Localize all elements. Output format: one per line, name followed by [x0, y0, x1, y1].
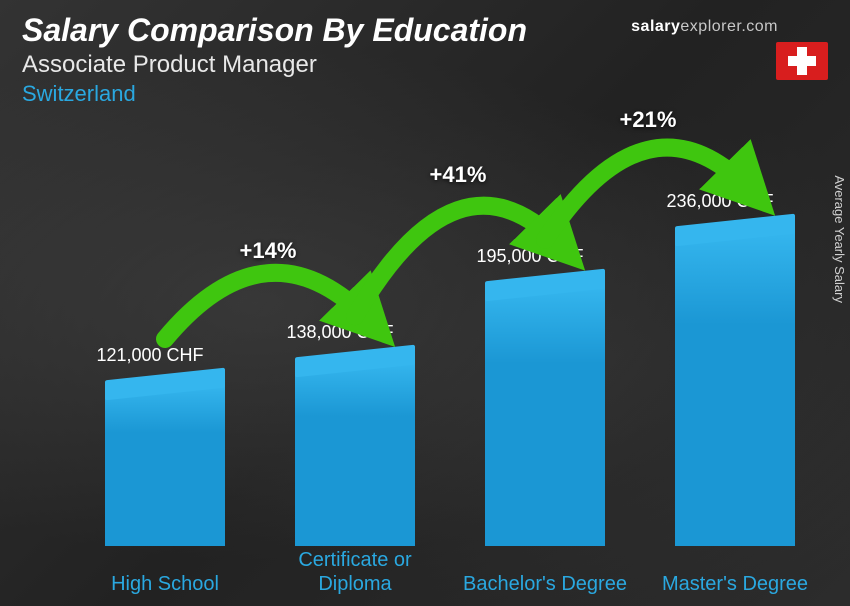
bar-group: 121,000 CHFHigh School	[90, 384, 240, 546]
brand-suffix: explorer.com	[680, 18, 778, 35]
bar-value-label: 236,000 CHF	[630, 191, 810, 212]
bar	[485, 285, 605, 546]
increase-pct-label: +14%	[240, 238, 297, 264]
brand-label: salaryexplorer.com	[631, 18, 778, 36]
chart-country: Switzerland	[22, 81, 828, 107]
bar	[675, 230, 795, 546]
bar-chart: 121,000 CHFHigh School 138,000 CHFCertifi…	[60, 130, 790, 546]
bar-value-label: 121,000 CHF	[60, 345, 240, 366]
bar-category-label: Certificate or Diploma	[265, 548, 445, 596]
bar-category-label: High School	[75, 572, 255, 596]
bar-value-label: 195,000 CHF	[440, 246, 620, 267]
bar-group: 195,000 CHFBachelor's Degree	[470, 285, 620, 546]
switzerland-flag-icon	[776, 42, 828, 80]
brand-prefix: salary	[631, 18, 680, 35]
bar	[105, 384, 225, 546]
bar-group: 138,000 CHFCertificate or Diploma	[280, 361, 430, 546]
increase-pct-label: +41%	[430, 162, 487, 188]
increase-pct-label: +21%	[620, 107, 677, 133]
bar-category-label: Master's Degree	[645, 572, 825, 596]
chart-subtitle: Associate Product Manager	[22, 51, 828, 79]
bar-group: 236,000 CHFMaster's Degree	[660, 230, 810, 546]
bar-value-label: 138,000 CHF	[250, 322, 430, 343]
bar-category-label: Bachelor's Degree	[455, 572, 635, 596]
bar	[295, 361, 415, 546]
y-axis-label: Average Yearly Salary	[833, 175, 848, 303]
